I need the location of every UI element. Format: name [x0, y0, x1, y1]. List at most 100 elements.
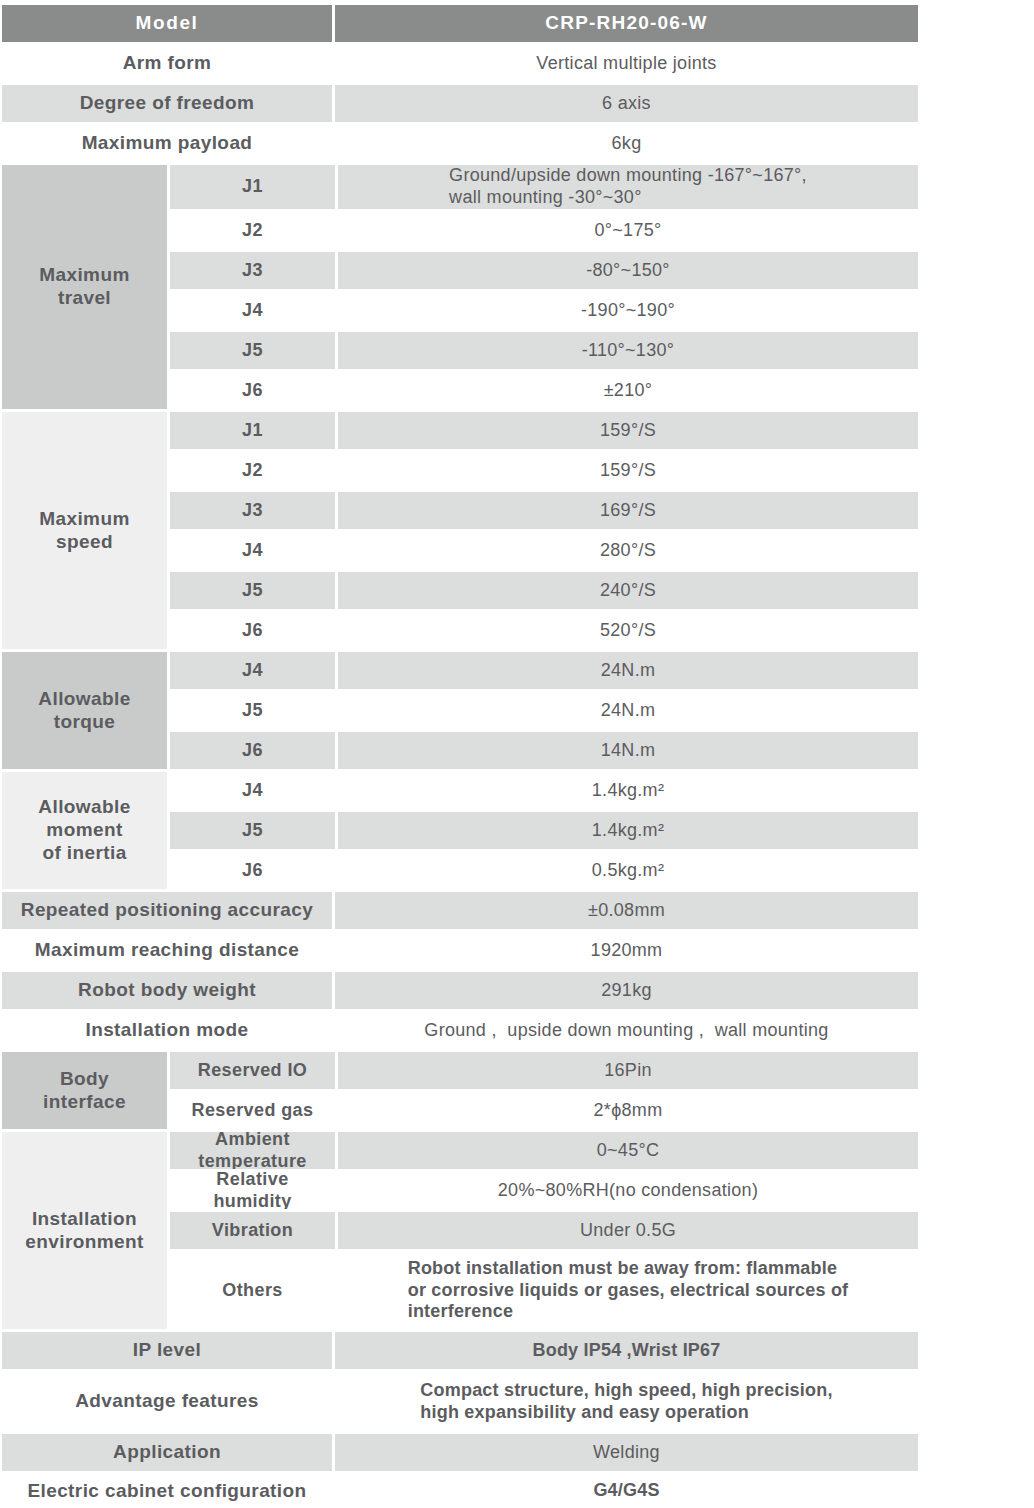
- sub-label: J5: [170, 572, 335, 609]
- group-row: J2159°/S: [170, 452, 918, 489]
- row-label: Degree of freedom: [2, 85, 332, 122]
- group-row: J41.4kg.m²: [170, 772, 918, 809]
- sub-label-text: J4: [242, 660, 263, 682]
- group-label-text: Allowable torque: [38, 688, 130, 734]
- value-text: 2*ϕ8mm: [594, 1100, 663, 1122]
- group-row: Vibration Under 0.5G: [170, 1212, 918, 1249]
- value-text: Ground/upside down mounting -167°~167°, …: [449, 165, 807, 208]
- row-value: 6 axis: [335, 85, 918, 122]
- value-text: 240°/S: [600, 580, 656, 602]
- group-label-text: Body interface: [43, 1068, 126, 1114]
- row-value: 16Pin: [338, 1052, 918, 1089]
- group-row: J4 24N.m: [170, 652, 918, 689]
- label-text: Installation mode: [85, 1019, 248, 1042]
- group-row: J2 0°~175°: [170, 212, 918, 249]
- label-text: Repeated positioning accuracy: [21, 899, 313, 922]
- row-label: Installation mode: [2, 1012, 332, 1049]
- group-rows: Ambient temperature0~45°CRelative humidi…: [170, 1132, 918, 1329]
- group-row: J6 0.5kg.m²: [170, 852, 918, 889]
- group-row: Relative humidity20%~80%RH(no condensati…: [170, 1172, 918, 1209]
- value-text: Robot installation must be away from: fl…: [408, 1258, 849, 1323]
- row-value: Robot installation must be away from: fl…: [338, 1252, 918, 1329]
- sub-label-text: J2: [242, 220, 263, 242]
- row-value: 291kg: [335, 972, 918, 1009]
- group-row: Ambient temperature0~45°C: [170, 1132, 918, 1169]
- row-value: ±0.08mm: [335, 892, 918, 929]
- value-text: 1.4kg.m²: [592, 820, 664, 842]
- spec-row: Advantage featuresCompact structure, hig…: [2, 1372, 918, 1431]
- row-value: ±210°: [338, 372, 918, 409]
- sub-label: J1: [170, 165, 335, 209]
- group-rows: J1 Ground/upside down mounting -167°~167°…: [170, 165, 918, 409]
- sub-label-text: Reserved gas: [192, 1100, 314, 1122]
- row-value: 24N.m: [338, 692, 918, 729]
- value-text: 0°~175°: [594, 220, 661, 242]
- group-rows: J1159°/SJ2159°/SJ3169°/SJ4280°/SJ5240°/S…: [170, 412, 918, 649]
- group-row: Reserved gas 2*ϕ8mm: [170, 1092, 918, 1129]
- spec-group: Body interfaceReserved IO16PinReserved g…: [2, 1052, 918, 1129]
- sub-label: J6: [170, 852, 335, 889]
- row-value: 280°/S: [338, 532, 918, 569]
- row-value: 159°/S: [338, 412, 918, 449]
- value-text: 6kg: [612, 133, 642, 155]
- group-row: J5-110°~130°: [170, 332, 918, 369]
- label-text: Robot body weight: [78, 979, 256, 1002]
- spec-row: Arm formVertical multiple joints: [2, 45, 918, 82]
- spec-table: ModelCRP-RH20-06-WArm formVertical multi…: [2, 5, 918, 1508]
- row-value: -190°~190°: [338, 292, 918, 329]
- row-value: Ground , upside down mounting , wall mou…: [335, 1012, 918, 1049]
- sub-label: J3: [170, 252, 335, 289]
- spec-group: Maximum travel J1 Ground/upside down mount…: [2, 165, 918, 409]
- spec-row: Robot body weight 291kg: [2, 972, 918, 1009]
- sub-label-text: J1: [242, 420, 263, 442]
- group-label-text: Maximum travel: [39, 264, 129, 310]
- row-label: Repeated positioning accuracy: [2, 892, 332, 929]
- row-value: 24N.m: [338, 652, 918, 689]
- group-row: J614N.m: [170, 732, 918, 769]
- sub-label-text: J6: [242, 860, 263, 882]
- group-row: J1 Ground/upside down mounting -167°~167°…: [170, 165, 918, 209]
- label-text: Degree of freedom: [80, 92, 255, 115]
- group-row: J5 240°/S: [170, 572, 918, 609]
- value-text: ±210°: [604, 380, 653, 402]
- group-rows: J41.4kg.m²J51.4kg.m²J60.5kg.m²: [170, 772, 918, 889]
- group-rows: Reserved IO 16Pin Reserved gas 2*ϕ8mm: [170, 1052, 918, 1129]
- sub-label: Others: [170, 1252, 335, 1329]
- value-text: 0.5kg.m²: [592, 860, 664, 882]
- value-text: 24N.m: [601, 660, 656, 682]
- sub-label-text: Vibration: [212, 1220, 293, 1242]
- row-value: Under 0.5G: [338, 1212, 918, 1249]
- spec-row: Repeated positioning accuracy ±0.08mm: [2, 892, 918, 929]
- value-text: 6 axis: [602, 93, 651, 115]
- sub-label-text: J5: [242, 580, 263, 602]
- row-value: Ground/upside down mounting -167°~167°, …: [338, 165, 918, 209]
- row-value: Welding: [335, 1434, 918, 1471]
- group-row: J4280°/S: [170, 532, 918, 569]
- group-rows: J424N.mJ524N.mJ614N.m: [170, 652, 918, 769]
- group-label-text: Installation environment: [25, 1208, 143, 1254]
- value-text: 159°/S: [600, 420, 656, 442]
- value-text: -190°~190°: [581, 300, 675, 322]
- sub-label-text: J5: [242, 700, 263, 722]
- value-text: 159°/S: [600, 460, 656, 482]
- group-label: Maximum travel: [2, 165, 167, 409]
- spec-row: Installation mode Ground , upside down mo…: [2, 1012, 918, 1049]
- sub-label: J6: [170, 732, 335, 769]
- sub-label: J6: [170, 612, 335, 649]
- row-value: Compact structure, high speed, high prec…: [335, 1372, 918, 1431]
- sub-label-text: J5: [242, 340, 263, 362]
- sub-label: Vibration: [170, 1212, 335, 1249]
- sub-label: J4: [170, 532, 335, 569]
- value-text: Under 0.5G: [580, 1220, 676, 1242]
- sub-label-text: Reserved IO: [198, 1060, 307, 1082]
- sub-label: J4: [170, 772, 335, 809]
- value-text: 20%~80%RH(no condensation): [498, 1180, 758, 1202]
- group-row: Others Robot installation must be away fr…: [170, 1252, 918, 1329]
- group-label-text: Maximum speed: [39, 508, 129, 554]
- row-value: -80°~150°: [338, 252, 918, 289]
- row-value: 169°/S: [338, 492, 918, 529]
- sub-label-text: J6: [242, 380, 263, 402]
- value-text: 520°/S: [600, 620, 656, 642]
- value-text: CRP-RH20-06-W: [545, 12, 707, 35]
- sub-label: J4: [170, 652, 335, 689]
